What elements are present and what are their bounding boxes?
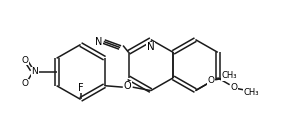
Text: N: N bbox=[95, 37, 102, 47]
Text: CH₃: CH₃ bbox=[221, 71, 237, 80]
Text: O: O bbox=[230, 83, 237, 92]
Text: O: O bbox=[21, 79, 28, 88]
Text: CH₃: CH₃ bbox=[244, 88, 259, 97]
Text: O: O bbox=[21, 56, 28, 65]
Text: O: O bbox=[124, 81, 131, 91]
Text: N: N bbox=[31, 67, 38, 76]
Text: F: F bbox=[78, 83, 83, 93]
Text: N: N bbox=[147, 42, 155, 52]
Text: O: O bbox=[208, 76, 215, 85]
